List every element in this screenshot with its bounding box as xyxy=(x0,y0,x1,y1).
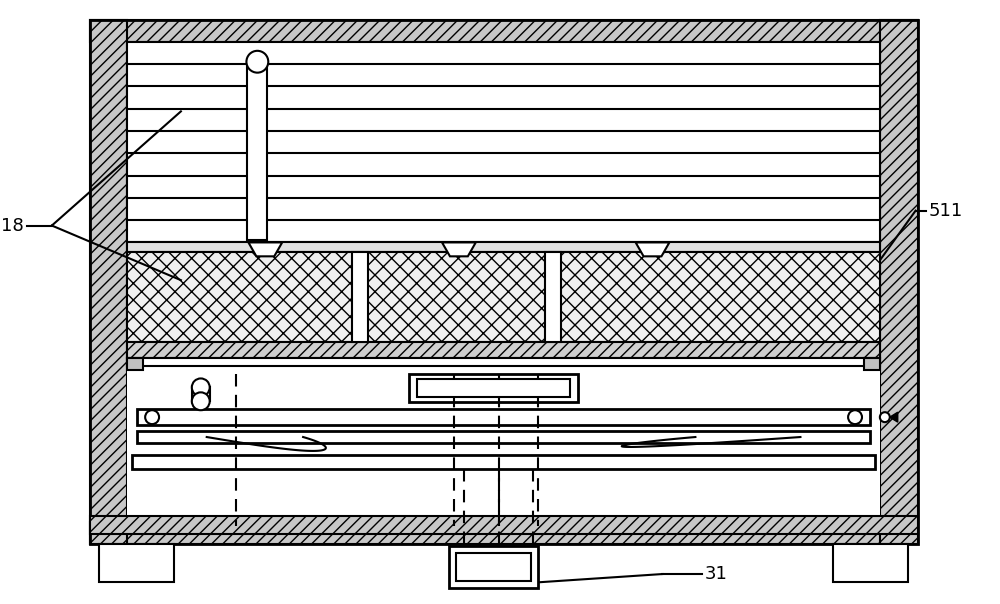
Text: 511: 511 xyxy=(929,202,963,220)
Bar xyxy=(880,20,918,544)
Bar xyxy=(90,20,918,544)
Bar xyxy=(192,387,210,401)
Bar xyxy=(456,553,531,581)
Circle shape xyxy=(192,379,210,396)
Bar xyxy=(90,522,918,544)
Bar xyxy=(127,42,880,242)
Bar xyxy=(833,544,908,582)
Bar xyxy=(247,62,267,240)
Polygon shape xyxy=(890,412,898,422)
Bar xyxy=(449,546,538,588)
Bar xyxy=(417,379,570,397)
Circle shape xyxy=(246,51,268,72)
Circle shape xyxy=(848,410,862,424)
Bar xyxy=(127,342,880,358)
Bar xyxy=(127,242,880,252)
Bar xyxy=(864,358,880,370)
Circle shape xyxy=(192,393,210,410)
Text: 31: 31 xyxy=(705,565,728,583)
Bar xyxy=(127,358,143,370)
Polygon shape xyxy=(636,242,669,256)
Bar xyxy=(90,516,918,535)
Bar xyxy=(137,431,870,443)
Polygon shape xyxy=(442,242,476,256)
Bar xyxy=(127,370,880,516)
Bar xyxy=(132,455,875,469)
Bar xyxy=(545,252,561,342)
Bar xyxy=(409,374,578,402)
Circle shape xyxy=(145,410,159,424)
Text: 18: 18 xyxy=(1,217,24,234)
Polygon shape xyxy=(248,242,282,256)
Bar xyxy=(99,544,174,582)
Bar xyxy=(90,20,918,42)
Circle shape xyxy=(880,412,890,422)
Bar xyxy=(127,252,880,342)
Bar xyxy=(352,252,368,342)
Bar xyxy=(137,410,870,425)
Bar xyxy=(90,20,127,544)
Bar xyxy=(127,358,880,365)
